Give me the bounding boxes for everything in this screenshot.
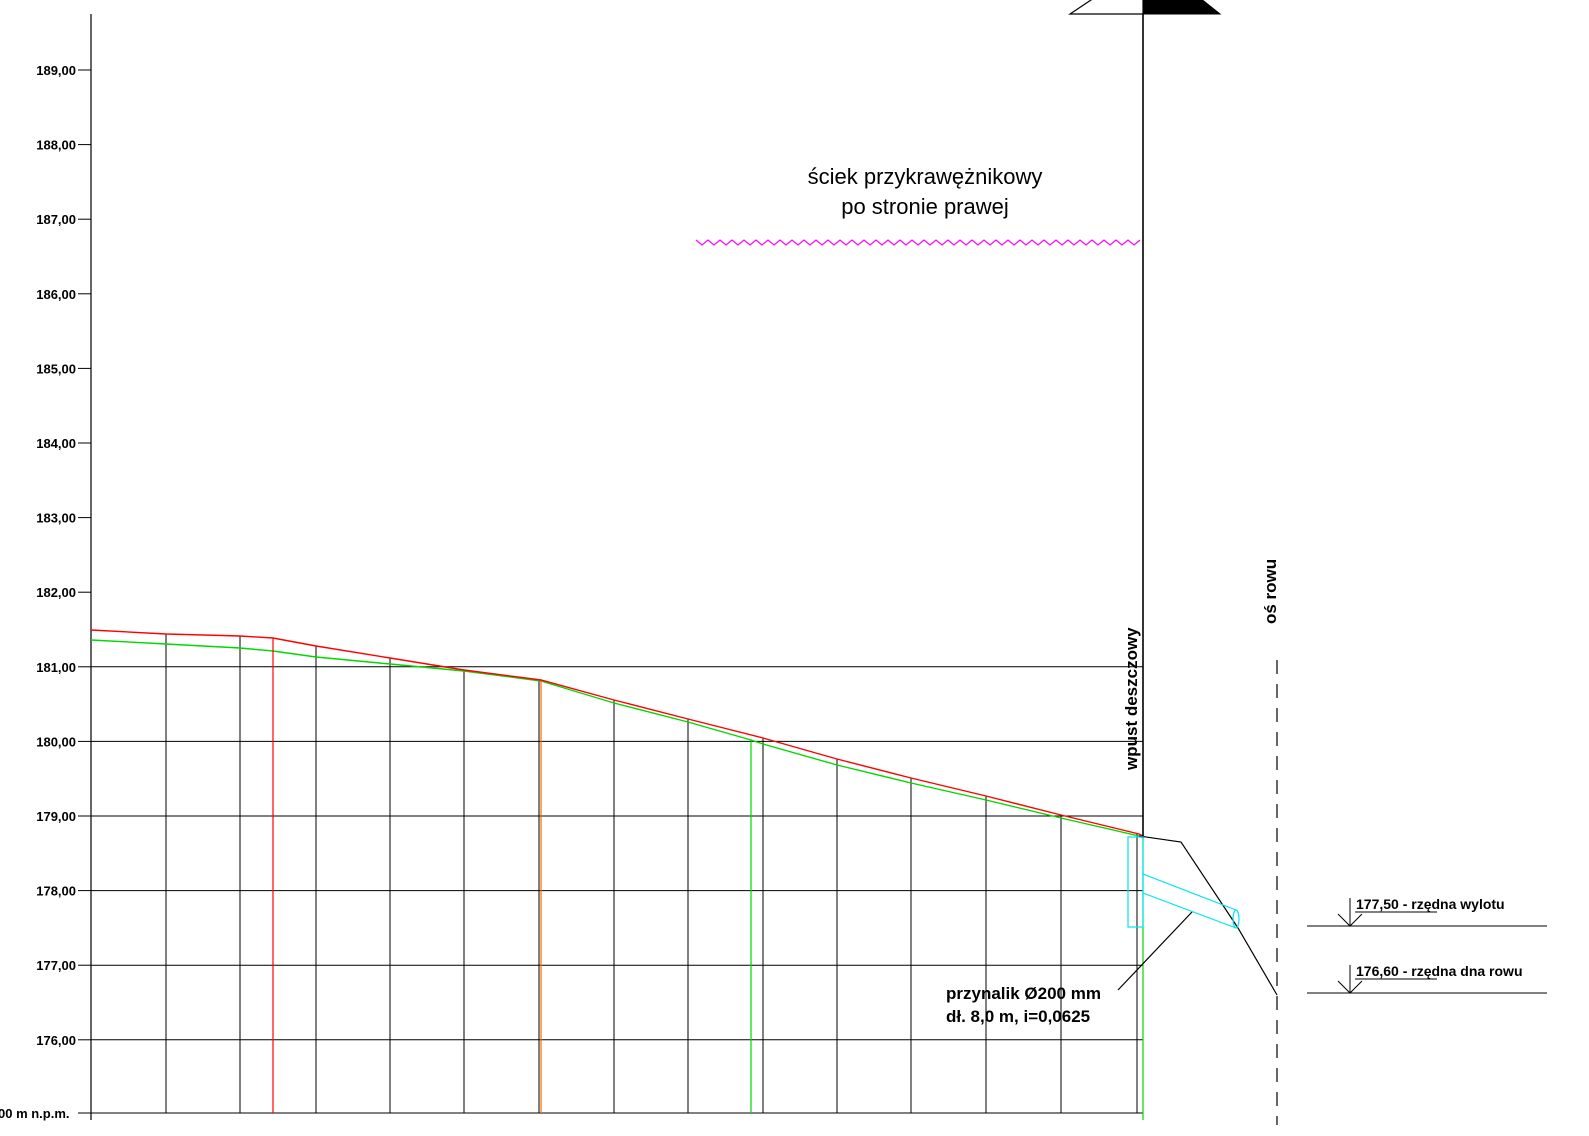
ditch-axis-label: oś rowu xyxy=(1261,559,1280,624)
ditch-bottom-level-marker xyxy=(1307,965,1547,994)
elevation-tick-label: 180,00 xyxy=(36,734,76,749)
outlet-level-marker xyxy=(1307,898,1547,927)
elevation-tick-label: 181,00 xyxy=(36,660,76,675)
gutter-title-line2: po stronie prawej xyxy=(841,194,1009,219)
terrain-line xyxy=(90,639,1144,839)
inlet-box xyxy=(1127,836,1144,928)
elevation-tick-label: 179,00 xyxy=(36,809,76,824)
pipe-note-line2: dł. 8,0 m, i=0,0625 xyxy=(946,1007,1090,1026)
horizontal-grid xyxy=(91,666,1143,1114)
gutter-title-line1: ściek przykrawężnikowy xyxy=(808,164,1043,189)
station-marker-open xyxy=(1068,0,1144,15)
pipe-top xyxy=(1142,873,1237,911)
datum-label: 00 m n.p.m. xyxy=(0,1106,70,1121)
elevation-ticks: 189,00 188,00 187,00 186,00 185,00 184,00 183,… xyxy=(36,63,91,1048)
pipe-leader xyxy=(1117,911,1193,991)
vertical-grid xyxy=(165,634,1138,1113)
elevation-tick-label: 183,00 xyxy=(36,511,76,526)
elevation-tick-label: 188,00 xyxy=(36,138,76,153)
pipe-outlet xyxy=(1232,909,1240,929)
elevation-tick-label: 185,00 xyxy=(36,361,76,376)
inlet-label: wpust deszczowy xyxy=(1122,627,1141,771)
pipe-note-line1: przynalik Ø200 mm xyxy=(946,984,1101,1003)
elevation-tick-label: 187,00 xyxy=(36,212,76,227)
pipe-bottom xyxy=(1142,892,1237,929)
elevation-tick-label: 178,00 xyxy=(36,884,76,899)
outlet-level-label: 177,50 - rzędna wylotu xyxy=(1356,896,1505,912)
station-marker-filled xyxy=(1142,0,1222,15)
elevation-tick-label: 177,00 xyxy=(36,958,76,973)
elevation-tick-label: 186,00 xyxy=(36,287,76,302)
elevation-tick-label: 176,00 xyxy=(36,1033,76,1048)
ditch-slope xyxy=(1138,835,1278,996)
ditch-bottom-level-label: 176,60 - rzędna dna rowu xyxy=(1356,963,1523,979)
elevation-tick-label: 189,00 xyxy=(36,63,76,78)
design-line xyxy=(90,629,1144,837)
elevation-tick-label: 184,00 xyxy=(36,436,76,451)
elevation-tick-label: 182,00 xyxy=(36,585,76,600)
gutter-symbol xyxy=(695,239,1141,246)
